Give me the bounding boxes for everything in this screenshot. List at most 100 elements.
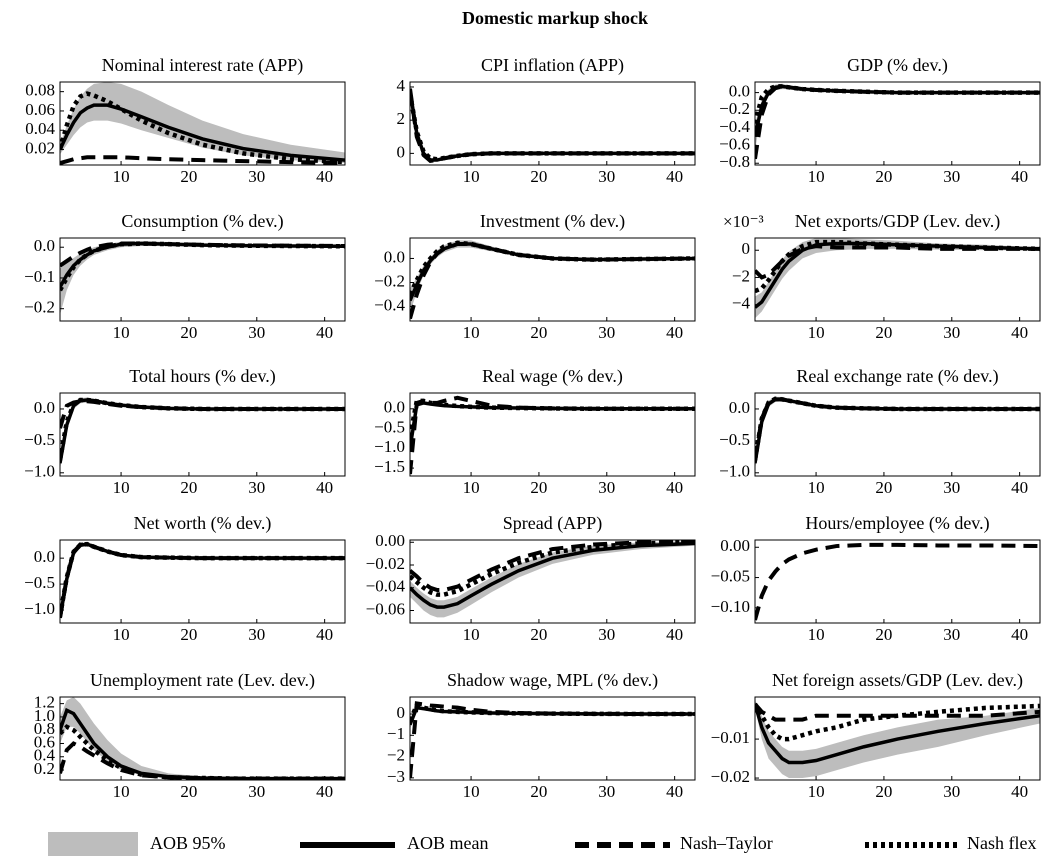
panel-title: CPI inflation (APP) — [481, 55, 624, 76]
panel-title: Spread (APP) — [503, 513, 603, 534]
axes-box — [409, 392, 696, 477]
line-nash-taylor — [410, 88, 695, 163]
line-mean — [410, 705, 695, 726]
y-tick-label: 4 — [397, 76, 406, 95]
line-mean — [60, 542, 345, 619]
x-tick-label: 10 — [808, 167, 825, 186]
y-tick-label: −0.06 — [366, 599, 405, 618]
line-mean — [60, 103, 345, 162]
plot-area — [410, 86, 695, 163]
y-tick-label: 0.0 — [384, 247, 405, 266]
x-tick-label: 40 — [316, 323, 333, 342]
panel-title: Total hours (% dev.) — [129, 366, 276, 387]
x-tick-label: 40 — [666, 323, 683, 342]
axes-box — [59, 81, 346, 166]
line-nash-flex — [60, 241, 345, 292]
x-tick-label: 20 — [180, 167, 197, 186]
y-tick-label: 0.0 — [34, 398, 55, 417]
line-nash-flex — [410, 240, 695, 296]
plot-area — [755, 238, 1040, 319]
line-nash-taylor — [755, 542, 1040, 621]
panel-title: GDP (% dev.) — [847, 55, 948, 76]
x-tick-label: 20 — [875, 782, 892, 801]
plot-area — [60, 541, 345, 621]
x-tick-label: 30 — [248, 323, 265, 342]
y-tick-label: −0.05 — [711, 566, 750, 585]
x-tick-label: 20 — [530, 478, 547, 497]
line-nash-flex — [755, 702, 1040, 742]
panel-title: Investment (% dev.) — [480, 211, 625, 232]
x-tick-label: 40 — [316, 625, 333, 644]
line-nash-flex — [60, 541, 345, 617]
y-tick-label: 0.04 — [25, 119, 55, 138]
panel-title: Shadow wage, MPL (% dev.) — [447, 670, 658, 691]
x-tick-label: 30 — [598, 478, 615, 497]
y-tick-label: −0.4 — [719, 117, 750, 136]
axes-box — [754, 392, 1041, 477]
y-tick-label: −0.2 — [24, 298, 55, 317]
legend-swatch-band — [48, 832, 138, 856]
x-tick-label: 10 — [808, 625, 825, 644]
y-tick-label: 0 — [397, 703, 406, 722]
y-tick-label: −1.5 — [374, 457, 405, 476]
line-nash-flex — [410, 93, 695, 162]
x-tick-label: 30 — [598, 782, 615, 801]
plot-area — [60, 241, 345, 315]
line-mean — [410, 242, 695, 302]
line-nash-flex — [410, 398, 695, 437]
confidence-band — [60, 241, 345, 315]
y-tick-label: −0.5 — [719, 430, 750, 449]
axes-box — [409, 81, 696, 166]
confidence-band — [60, 542, 345, 621]
x-tick-label: 40 — [666, 478, 683, 497]
panel-title: Net exports/GDP (Lev. dev.) — [795, 211, 1000, 232]
axes-box — [409, 237, 696, 322]
x-tick-label: 10 — [808, 478, 825, 497]
panel-title: Real wage (% dev.) — [482, 366, 623, 387]
x-tick-label: 30 — [248, 478, 265, 497]
line-nash-taylor — [60, 241, 345, 268]
legend-label: Nash–Taylor — [680, 833, 773, 853]
y-tick-label: −1 — [387, 724, 405, 743]
line-nash-flex — [755, 84, 1040, 125]
x-tick-label: 10 — [463, 323, 480, 342]
panel-title: Net worth (% dev.) — [134, 513, 272, 534]
y-tick-label: −4 — [732, 294, 751, 313]
x-tick-label: 20 — [530, 167, 547, 186]
x-tick-label: 10 — [463, 625, 480, 644]
x-tick-label: 30 — [943, 167, 960, 186]
panel-title: Net foreign assets/GDP (Lev. dev.) — [772, 670, 1023, 691]
y-tick-label: −0.02 — [366, 554, 405, 573]
panel-title: Consumption (% dev.) — [121, 211, 283, 232]
plot-area — [410, 540, 695, 618]
line-nash-taylor — [410, 242, 695, 320]
x-tick-label: 40 — [316, 167, 333, 186]
y-tick-label: 0.08 — [25, 81, 55, 100]
line-nash-taylor — [755, 702, 1040, 722]
y-tick-label: 0.0 — [729, 398, 750, 417]
x-tick-label: 30 — [248, 167, 265, 186]
axes-box — [59, 392, 346, 477]
line-nash-flex — [410, 702, 695, 722]
y-tick-label: 1.0 — [34, 706, 55, 725]
y-tick-label: −0.6 — [719, 134, 750, 153]
legend-label: Nash flex — [967, 833, 1036, 853]
y-tick-label: −0.5 — [374, 417, 405, 436]
plot-area — [755, 396, 1040, 470]
axes-box — [409, 696, 696, 781]
x-tick-label: 30 — [943, 782, 960, 801]
y-tick-label: −0.10 — [711, 597, 750, 616]
y-tick-label: 2 — [397, 109, 406, 128]
x-tick-label: 40 — [1011, 478, 1028, 497]
y-tick-label: 0.2 — [34, 759, 55, 778]
x-tick-label: 20 — [530, 323, 547, 342]
y-tick-label: −2 — [387, 745, 405, 764]
y-tick-label: −1.0 — [24, 599, 55, 618]
plot-area — [755, 700, 1040, 779]
x-tick-label: 40 — [666, 625, 683, 644]
x-tick-label: 20 — [180, 625, 197, 644]
x-tick-label: 30 — [598, 167, 615, 186]
y-tick-label: −0.2 — [374, 271, 405, 290]
x-tick-label: 40 — [1011, 782, 1028, 801]
